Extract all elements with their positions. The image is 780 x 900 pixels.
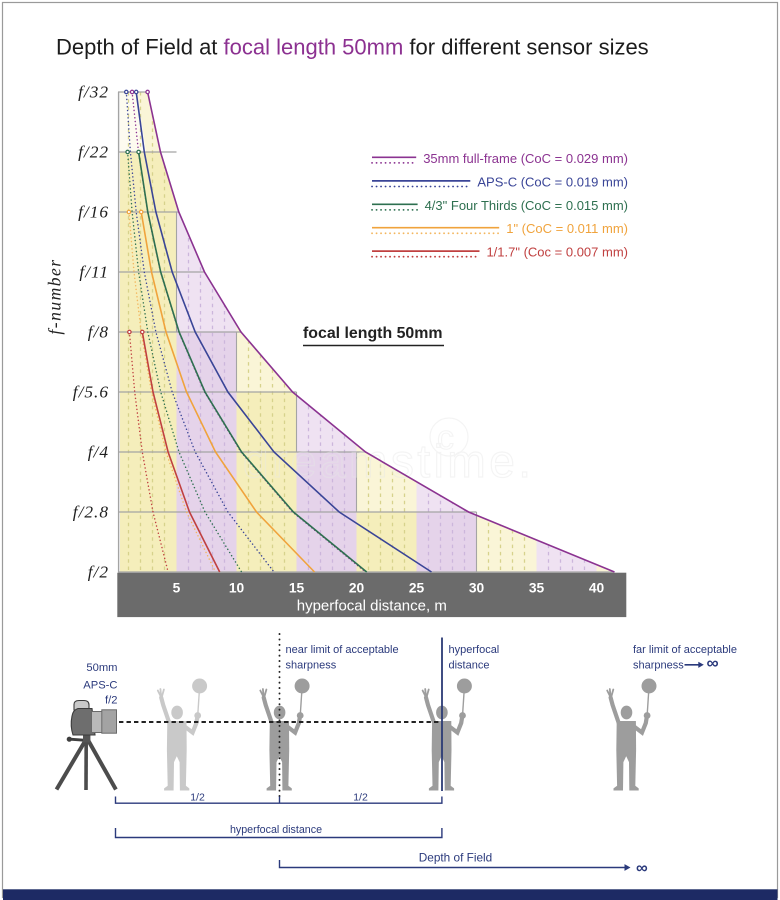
svg-text:1/1.7" (Coc = 0.007 mm): 1/1.7" (Coc = 0.007 mm): [486, 245, 628, 260]
svg-text:15: 15: [289, 581, 305, 596]
svg-text:35: 35: [529, 581, 545, 596]
svg-text:5: 5: [173, 581, 181, 596]
svg-text:Depth of Field at focal length: Depth of Field at focal length 50mm for …: [56, 35, 649, 60]
svg-text:40: 40: [589, 581, 605, 596]
svg-text:sharpness: sharpness: [633, 660, 684, 672]
svg-text:c: c: [437, 419, 454, 457]
svg-text:4/3" Four Thirds (CoC = 0.015: 4/3" Four Thirds (CoC = 0.015 mm): [425, 198, 628, 213]
svg-text:focal length 50mm: focal length 50mm: [303, 325, 443, 342]
svg-text:hyperfocal distance: hyperfocal distance: [230, 824, 322, 836]
svg-text:1/2: 1/2: [353, 792, 368, 804]
svg-text:distance: distance: [449, 660, 490, 672]
svg-text:25: 25: [409, 581, 425, 596]
svg-text:30: 30: [469, 581, 485, 596]
svg-text:1/2: 1/2: [190, 792, 205, 804]
svg-text:20: 20: [349, 581, 365, 596]
svg-text:APS-C (CoC = 0.019 mm): APS-C (CoC = 0.019 mm): [477, 174, 628, 189]
svg-text:dreamstime.: dreamstime.: [243, 435, 535, 487]
svg-text:f/32: f/32: [78, 83, 109, 102]
svg-text:50mm: 50mm: [86, 662, 117, 674]
svg-text:hyperfocal: hyperfocal: [449, 644, 500, 656]
svg-text:f/11: f/11: [79, 263, 109, 282]
svg-text:sharpness: sharpness: [286, 660, 337, 672]
svg-text:Depth of Field: Depth of Field: [419, 851, 492, 865]
svg-text:10: 10: [229, 581, 245, 596]
svg-text:APS-C: APS-C: [83, 680, 117, 692]
svg-text:f/4: f/4: [88, 443, 109, 462]
svg-text:f/2: f/2: [88, 563, 109, 582]
svg-text:f/22: f/22: [78, 143, 109, 162]
svg-text:1" (CoC = 0.011 mm): 1" (CoC = 0.011 mm): [506, 221, 628, 236]
svg-text:∞: ∞: [636, 859, 648, 877]
svg-text:far limit of acceptable: far limit of acceptable: [633, 644, 737, 656]
svg-text:f/8: f/8: [88, 323, 109, 342]
svg-text:near limit of acceptable: near limit of acceptable: [286, 644, 399, 656]
svg-text:35mm full-frame (CoC = 0.029 m: 35mm full-frame (CoC = 0.029 mm): [423, 151, 628, 166]
svg-text:f-number: f-number: [45, 258, 65, 334]
svg-text:f/5.6: f/5.6: [73, 383, 109, 402]
svg-text:∞: ∞: [707, 654, 719, 673]
svg-text:f/2.8: f/2.8: [73, 503, 109, 522]
svg-text:f/16: f/16: [78, 203, 109, 222]
svg-text:f/2: f/2: [105, 694, 117, 706]
svg-text:hyperfocal distance, m: hyperfocal distance, m: [297, 598, 447, 615]
